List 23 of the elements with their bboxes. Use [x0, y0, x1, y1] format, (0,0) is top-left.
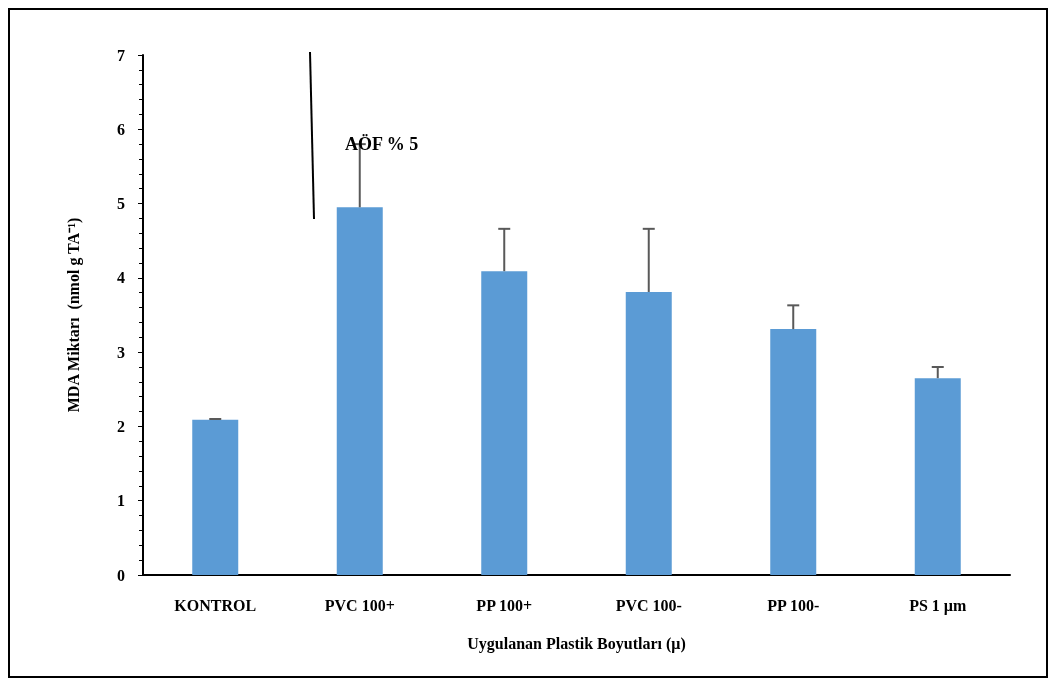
x-tick-label: PVC 100- [615, 596, 682, 614]
y-tick-label: 4 [117, 269, 125, 287]
x-axis-title: Uygulanan Plastik Boyutları (μ) [467, 634, 686, 653]
bar [625, 291, 672, 575]
y-tick-label: 7 [117, 46, 125, 64]
x-tick-label: PVC 100+ [324, 596, 395, 614]
y-tick-label: 6 [117, 120, 125, 138]
y-tick-label: 2 [117, 417, 125, 435]
bar [336, 207, 383, 575]
x-tick-label: KONTROL [174, 596, 257, 614]
y-tick-label: 0 [117, 566, 125, 584]
annotation: AÖF % 5 [345, 134, 419, 154]
y-tick-label: 5 [117, 195, 125, 213]
y-tick-label: 3 [117, 343, 125, 361]
x-tick-label: PP 100+ [476, 596, 533, 614]
x-tick-label: PS 1 µm [909, 596, 968, 615]
x-tick-label: PP 100- [767, 596, 820, 614]
bar [192, 419, 239, 575]
bar [481, 271, 528, 575]
y-axis-title: MDA Miktarı (nmol g TA⁻¹) [64, 217, 83, 413]
bar [770, 329, 817, 575]
y-tick-label: 1 [117, 492, 125, 510]
bar [914, 378, 961, 575]
